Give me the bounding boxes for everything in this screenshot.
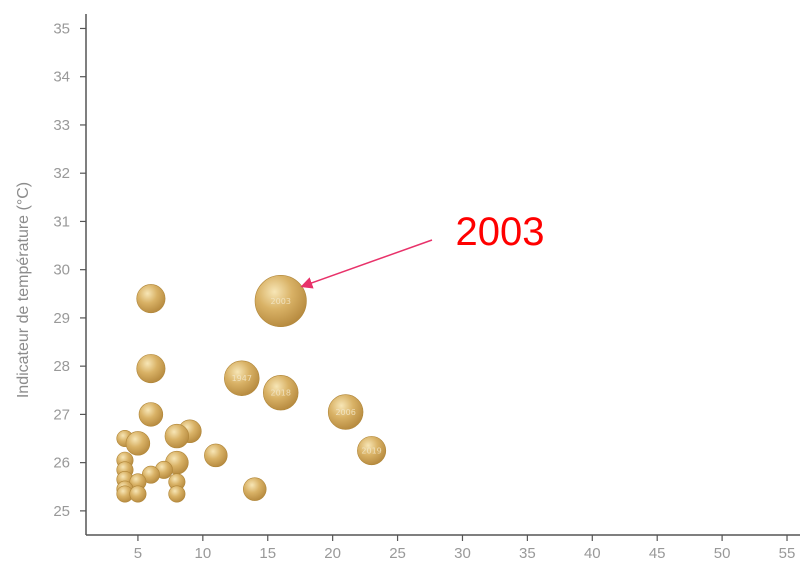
annotation-arrow: [300, 239, 433, 289]
y-tick-label: 28: [53, 358, 70, 375]
bubble-series: 2003 1947 2018 2006 2019: [116, 275, 387, 503]
bubble-point: [327, 394, 364, 430]
bubble-point: [243, 477, 267, 501]
bubble-point: [204, 443, 228, 468]
y-tick-label: 25: [53, 503, 70, 520]
bubble-point: [263, 374, 299, 411]
bubble-point: [254, 275, 307, 328]
bubble-point: [164, 423, 190, 449]
x-tick-label: 30: [454, 545, 471, 562]
bubble-point: [136, 354, 166, 384]
bubble-label: 1947: [232, 374, 252, 383]
y-tick-label: 35: [53, 20, 70, 37]
y-tick-label: 29: [53, 310, 70, 327]
y-tick-label: 34: [53, 69, 70, 86]
x-tick-label: 25: [389, 545, 406, 562]
bubble-point: [357, 436, 387, 466]
x-tick-label: 10: [194, 545, 211, 562]
bubble-point: [138, 402, 164, 427]
y-tick-label: 33: [53, 117, 70, 134]
bubble-point: [168, 485, 186, 503]
y-axis-title: Indicateur de température (°C): [15, 182, 32, 398]
bubble-point: [125, 431, 151, 456]
bubble-label: 2019: [361, 447, 381, 456]
x-tick-label: 40: [584, 545, 601, 562]
bubble-point: [224, 360, 260, 396]
y-tick-label: 31: [53, 213, 70, 230]
annotation: 2003: [300, 210, 545, 289]
bubble-point: [136, 284, 166, 314]
y-tick-label: 27: [53, 406, 70, 423]
y-tick-label: 26: [53, 455, 70, 472]
axes: 25 26 27 28 29 30 31 32 33 34 35 5 10 15 20 25 30 35 40 45…: [53, 14, 800, 562]
x-tick-label: 55: [779, 545, 796, 562]
x-tick-label: 50: [714, 545, 731, 562]
bubble-point: [129, 485, 147, 503]
y-tick-label: 30: [53, 262, 70, 279]
y-axis-ticks: 25 26 27 28 29 30 31 32 33 34 35: [53, 20, 86, 520]
x-tick-label: 45: [649, 545, 666, 562]
y-tick-label: 32: [53, 165, 70, 182]
bubble-label: 2003: [271, 297, 291, 306]
bubble-label: 2006: [335, 408, 355, 417]
x-tick-label: 35: [519, 545, 536, 562]
x-axis-ticks: 5 10 15 20 25 30 35 40 45 50 55: [134, 535, 796, 562]
x-tick-label: 15: [259, 545, 276, 562]
bubble-label: 2018: [271, 389, 291, 398]
annotation-label: 2003: [456, 210, 545, 254]
x-tick-label: 5: [134, 545, 142, 562]
x-tick-label: 20: [324, 545, 341, 562]
